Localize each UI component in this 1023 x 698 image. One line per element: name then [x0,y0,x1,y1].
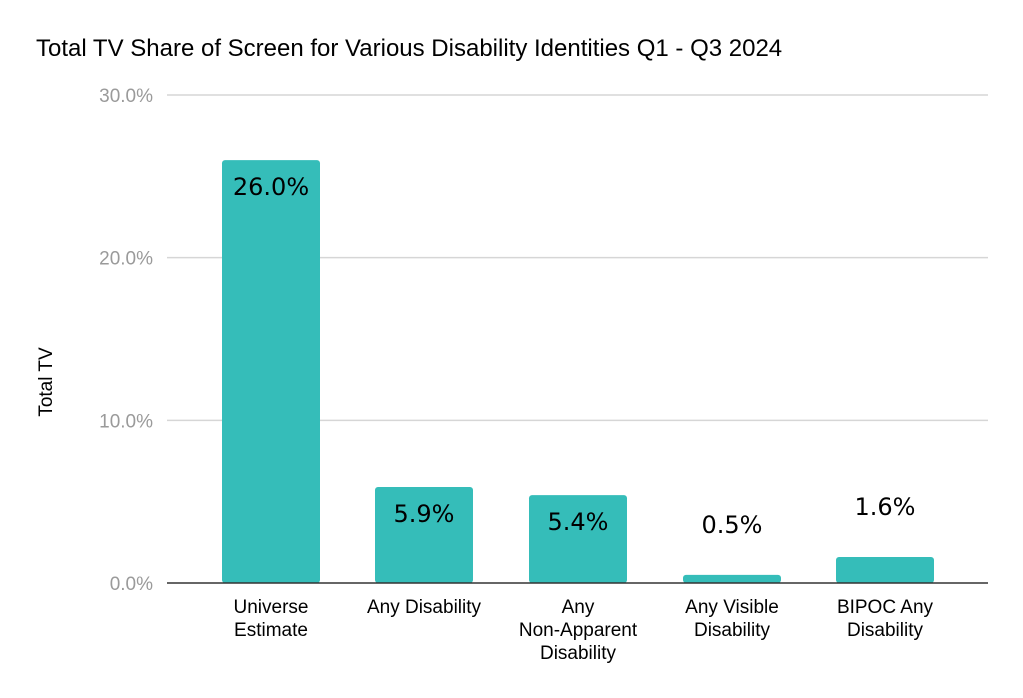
chart-title: Total TV Share of Screen for Various Dis… [36,35,782,62]
category-label: Any Visible Disability [685,597,779,641]
y-tick-label: 10.0% [99,411,153,432]
bar [683,574,781,583]
data-label: 0.5% [702,511,763,539]
bars [222,160,934,584]
bar [836,556,934,583]
y-tick-label: 20.0% [99,249,153,270]
y-tick-label: 0.0% [110,574,153,595]
category-labels: Universe Estimate Any Disability Any Non-App… [234,597,934,664]
data-labels: 26.0% 5.9% 5.4% 0.5% 1.6% [233,173,916,539]
y-axis-label: Total TV [36,347,57,417]
bar [222,160,320,584]
category-label: Any Disability [367,597,482,618]
y-tick-label: 30.0% [99,86,153,107]
category-label: Any Non-Apparent Disability [519,597,638,664]
data-label: 1.6% [855,493,916,521]
category-label: Universe Estimate [234,597,309,641]
bar [375,487,473,583]
data-label: 26.0% [233,173,309,201]
bar [529,495,627,583]
y-tick-labels: 0.0% 10.0% 20.0% 30.0% [99,86,153,595]
data-label: 5.9% [394,500,455,528]
data-label: 5.4% [548,508,609,536]
category-label: BIPOC Any Disability [837,597,934,641]
